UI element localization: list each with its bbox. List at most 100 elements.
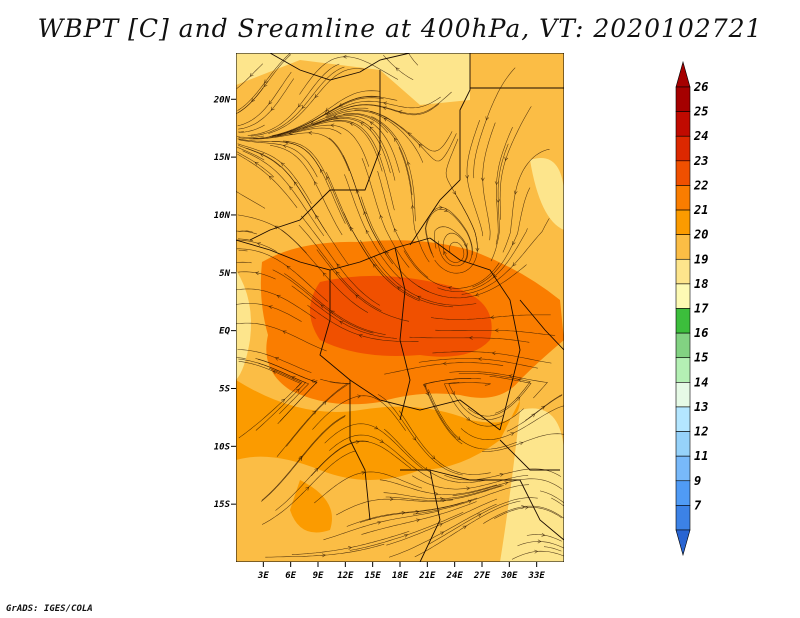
streamline-arrowhead	[330, 310, 335, 315]
colorbar-label: 17	[694, 302, 709, 316]
colorbar-label: 9	[694, 474, 701, 488]
streamline-arrowhead	[443, 250, 447, 255]
colorbar-swatch	[675, 332, 691, 359]
streamline-arrowhead	[531, 413, 536, 418]
streamline	[543, 546, 562, 552]
streamline-arrowhead	[499, 473, 504, 477]
streamline-arrowhead	[519, 441, 524, 446]
country-borders	[236, 53, 564, 562]
streamline-arrowhead	[439, 496, 444, 501]
colorbar-label: 19	[694, 252, 708, 266]
streamline-arrowhead	[383, 101, 388, 106]
colorbar-label: 26	[693, 80, 708, 94]
streamline-arrowhead	[394, 137, 398, 142]
streamline	[236, 151, 275, 178]
streamline-arrowhead	[512, 241, 516, 246]
streamline-arrowhead	[268, 100, 273, 105]
streamline-arrowhead	[281, 398, 286, 403]
colorbar-swatch	[675, 135, 691, 162]
lon-tick-label: 15E	[365, 571, 382, 581]
colorbar-swatch	[675, 258, 691, 285]
streamline-arrowhead	[260, 153, 265, 157]
streamline-arrowhead	[490, 315, 495, 320]
lat-tick-label: 15S	[214, 500, 231, 510]
streamline-arrowhead	[448, 286, 452, 290]
streamline-arrowhead	[463, 243, 468, 248]
streamline-arrowhead	[521, 505, 526, 509]
streamline-arrowhead	[541, 532, 546, 537]
streamline-arrowhead	[339, 321, 344, 325]
streamline-arrowhead	[517, 377, 522, 382]
streamline	[236, 303, 302, 322]
streamline	[238, 139, 318, 178]
streamline-arrowhead	[325, 107, 330, 112]
streamline-arrowhead	[276, 294, 281, 299]
colorbar-top-arrow	[675, 60, 691, 88]
colorbar-swatch	[675, 480, 691, 506]
lat-tick-label: 10N	[214, 211, 231, 221]
colorbar-bottom-arrow	[675, 529, 691, 557]
streamline	[236, 54, 291, 114]
colorbar-label: 23	[693, 154, 708, 168]
lon-tick-label: 6E	[285, 571, 296, 581]
streamline-arrowhead	[466, 486, 471, 491]
streamline-arrowhead	[320, 168, 324, 173]
streamline	[539, 490, 564, 504]
streamline-arrowhead	[416, 518, 421, 523]
streamline-arrowhead	[504, 481, 509, 485]
streamline-arrowhead	[418, 143, 423, 148]
streamline-arrowhead	[374, 425, 379, 430]
streamline-arrowhead	[485, 116, 490, 121]
streamline-arrowhead	[398, 110, 403, 114]
streamline-arrowhead	[516, 396, 521, 401]
streamline-arrowhead	[320, 304, 325, 309]
streamline	[238, 127, 342, 139]
streamline	[383, 54, 414, 81]
streamline	[236, 261, 252, 264]
colorbar-swatch	[675, 431, 691, 457]
streamline-arrowhead	[462, 525, 467, 530]
colorbar-label: 18	[694, 277, 708, 291]
streamline-arrowhead	[467, 499, 472, 504]
streamline-arrowhead	[312, 410, 317, 415]
lat-tick-label: EQ	[219, 327, 230, 337]
streamline-arrowhead	[350, 226, 354, 231]
shade-19	[530, 158, 564, 230]
streamline-arrowhead	[478, 357, 482, 361]
streamline-arrowhead	[314, 94, 319, 99]
colorbar-label: 24	[693, 129, 708, 143]
lon-tick-label: 9E	[313, 571, 324, 581]
lat-tick-label: 5N	[219, 269, 230, 279]
streamline-arrowhead	[355, 440, 360, 444]
lon-tick-label: 24E	[446, 571, 464, 581]
streamline-arrowhead	[347, 546, 352, 550]
streamline-arrowhead	[293, 181, 298, 186]
colorbar-label: 16	[694, 326, 708, 340]
streamline-arrowhead	[475, 247, 480, 252]
streamline-arrowhead	[280, 162, 285, 167]
streamline-arrowhead	[255, 271, 260, 276]
lon-tick-label: 3E	[257, 571, 269, 581]
streamline-arrowhead	[291, 376, 296, 380]
lat-tick-label: 5S	[219, 384, 230, 394]
streamline-arrowhead	[379, 214, 384, 219]
colorbar-label: 20	[693, 228, 708, 242]
latitude-axis: 20N 15N 10N 5N EQ 5S 10S 15S	[213, 95, 236, 510]
streamline-arrowhead	[254, 161, 259, 166]
streamline-arrowhead	[406, 161, 411, 166]
streamline	[237, 271, 276, 280]
streamline	[236, 357, 246, 359]
streamline-arrowhead	[438, 205, 443, 210]
streamline-arrowhead	[333, 114, 338, 118]
streamline-arrowhead	[272, 370, 277, 375]
streamline	[237, 146, 265, 161]
streamline	[408, 53, 419, 66]
streamline	[237, 153, 298, 208]
colorbar-label: 14	[694, 375, 708, 389]
colorbar-swatch	[675, 382, 691, 408]
streamline-arrowhead	[274, 356, 279, 361]
streamline	[236, 135, 264, 138]
colorbar-label: 13	[694, 400, 708, 414]
streamline-arrowhead	[541, 405, 546, 410]
